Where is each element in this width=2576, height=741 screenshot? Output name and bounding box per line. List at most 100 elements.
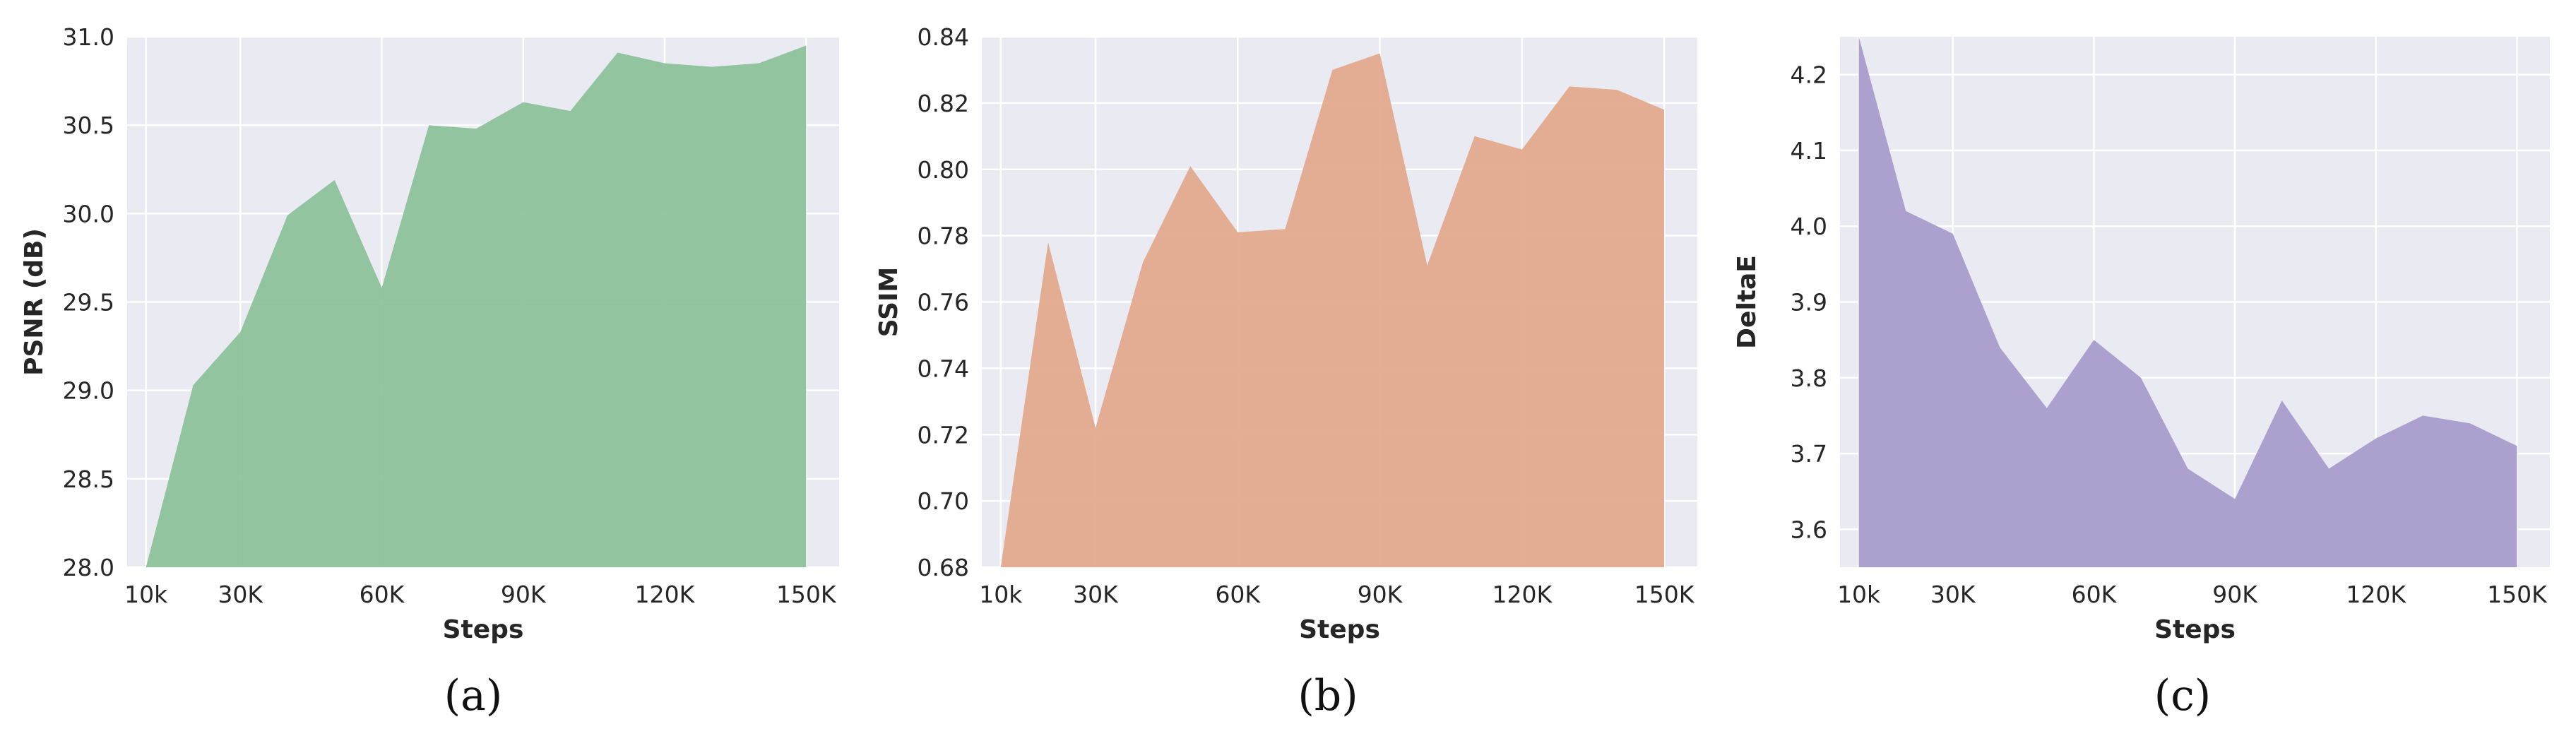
x-tick-label: 10k [1837,581,1881,608]
chart-deltae: 3.6 3.7 3.8 3.9 4.0 4.1 4.2 10k 30K 60K 90K 120K 150… [1733,35,2550,644]
x-tick-label: 30K [1073,581,1119,608]
data-point [239,331,242,333]
x-tick-label: 10k [124,581,168,608]
chart-psnr: 28.0 28.5 29.0 29.5 30.0 30.5 31.0 10k 30K 60K 90K… [20,23,839,644]
y-tick-label: 4.0 [1791,213,1827,240]
x-tick-label: 120K [635,581,696,608]
y-tick-label: 0.70 [918,487,969,515]
y-tick-label: 0.72 [918,421,969,449]
y-tick-label: 0.82 [918,90,969,117]
x-tick-label: 60K [2072,581,2118,608]
x-tick-label: 10k [979,581,1023,608]
data-point [1189,165,1192,167]
y-tick-label: 30.5 [63,112,114,139]
x-axis-label: Steps [1299,615,1380,644]
x-tick-label: 60K [1215,581,1261,608]
y-axis-label: PSNR (dB) [20,228,49,376]
data-point [2515,444,2518,447]
data-point [711,66,713,69]
x-tick-label: 150K [1634,581,1695,608]
data-point [569,109,571,112]
data-point [1568,85,1571,88]
data-point [522,101,525,104]
data-point [1473,135,1476,138]
data-point [475,127,477,130]
x-tick-label: 120K [2346,581,2406,608]
y-tick-label: 3.7 [1791,440,1827,468]
y-tick-label: 31.0 [63,23,114,51]
data-point [1331,69,1334,71]
x-axis-label: Steps [2154,615,2236,644]
y-tick-label: 3.9 [1791,289,1827,316]
y-tick-label: 29.0 [63,377,114,405]
data-point [145,566,148,569]
data-point [805,45,807,47]
y-tick-label: 0.74 [918,355,969,382]
data-point [2187,468,2190,470]
data-point [2233,497,2236,500]
data-point [2281,399,2284,402]
data-point [1998,346,2001,349]
y-axis-label: DeltaE [1733,255,1762,349]
y-tick-label: 4.1 [1791,137,1827,165]
data-point [2375,437,2378,440]
data-point [663,62,666,65]
y-axis-label: SSIM [874,267,903,337]
chart-ssim: 0.68 0.70 0.72 0.74 0.76 0.78 0.80 0.82 0.84 10k 3… [874,23,1697,644]
caption-b: (b) [1298,671,1358,721]
caption-a: (a) [444,671,503,721]
x-tick-label: 90K [501,581,547,608]
area-series [1858,37,2517,567]
x-axis-label: Steps [443,615,524,644]
y-tick-label: 28.0 [63,554,114,581]
x-tick-label: 150K [2487,581,2548,608]
data-point [1283,227,1286,230]
y-tick-label: 4.2 [1791,61,1827,89]
caption-c: (c) [2154,671,2212,721]
x-tick-label: 30K [1930,581,1976,608]
y-tick-label: 0.84 [918,23,969,51]
data-point [2139,377,2142,379]
data-point [191,384,194,386]
x-tick-label: 60K [360,581,405,608]
area-series [1000,53,1664,567]
data-point [1663,108,1666,111]
data-point [2092,338,2095,341]
data-point [286,214,289,217]
y-tick-label: 29.5 [63,289,114,316]
x-tick-label: 90K [2212,581,2258,608]
data-point [1236,231,1239,234]
data-point [616,52,619,54]
data-point [1141,261,1144,263]
data-point [2327,468,2330,470]
data-point [2469,422,2471,425]
x-tick-label: 120K [1492,581,1553,608]
data-point [1615,88,1618,91]
data-point [1858,35,1860,38]
y-tick-label: 28.5 [63,466,114,493]
data-point [2421,414,2424,417]
x-tick-label: 30K [218,581,263,608]
data-point [1047,241,1050,244]
data-point [758,62,761,65]
y-tick-label: 0.80 [918,156,969,184]
x-tick-label: 90K [1358,581,1403,608]
y-tick-label: 0.76 [918,289,969,316]
y-tick-label: 0.78 [918,223,969,250]
data-point [380,286,383,289]
data-point [1952,232,1954,235]
data-point [1094,427,1097,429]
y-tick-label: 3.8 [1791,364,1827,392]
data-point [1521,148,1524,151]
y-tick-label: 30.0 [63,200,114,227]
x-tick-label: 150K [776,581,837,608]
y-tick-label: 3.6 [1791,516,1827,543]
data-point [999,566,1002,569]
data-point [1379,52,1382,54]
area-series [146,45,807,567]
data-point [1426,264,1429,267]
data-point [333,179,336,182]
data-point [1904,210,1907,213]
y-tick-label: 0.68 [918,554,969,581]
